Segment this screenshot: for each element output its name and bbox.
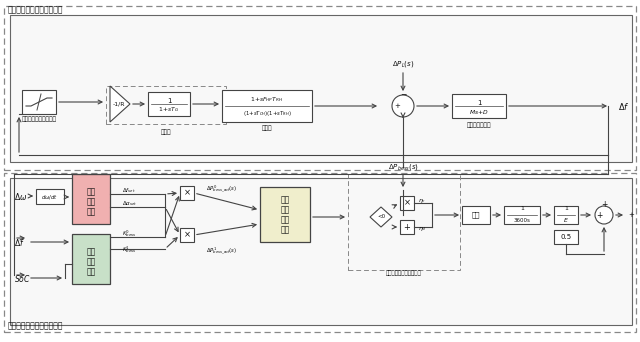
Text: 储能: 储能 (280, 196, 290, 205)
Bar (554, 230, 578, 244)
Text: $\times$: $\times$ (183, 230, 191, 240)
Bar (180, 228, 194, 242)
Text: $d\omega/dt$: $d\omega/dt$ (42, 193, 58, 201)
Text: 调速器: 调速器 (161, 129, 172, 135)
Text: <0: <0 (377, 214, 385, 220)
Text: +: + (596, 210, 602, 220)
Bar (72, 234, 110, 284)
Bar (554, 206, 578, 224)
Text: -1/R: -1/R (113, 102, 125, 106)
Text: 约束: 约束 (86, 267, 95, 276)
Text: 汽轮机: 汽轮机 (262, 125, 272, 131)
Bar (36, 189, 64, 204)
Text: −: − (400, 90, 406, 99)
Text: $1\!+\!sT_G$: $1\!+\!sT_G$ (159, 106, 179, 115)
Bar (400, 196, 414, 210)
Text: +: + (628, 212, 634, 218)
Text: $K^1_{bess}$: $K^1_{bess}$ (122, 245, 136, 255)
Text: 储能: 储能 (86, 187, 95, 197)
Text: 出力: 出力 (86, 258, 95, 266)
Text: $SoC$: $SoC$ (14, 273, 31, 284)
Polygon shape (110, 86, 130, 122)
Text: 1: 1 (564, 207, 568, 211)
Text: $\Delta f$: $\Delta f$ (618, 101, 630, 111)
Text: 0.5: 0.5 (561, 234, 572, 240)
Text: 控制: 控制 (280, 206, 290, 214)
Text: $K^0_{bess}$: $K^0_{bess}$ (122, 228, 136, 239)
Text: $1\!+\!sF_{HP}T_{RH}$: $1\!+\!sF_{HP}T_{RH}$ (250, 95, 284, 104)
Text: 转子惯性及负荷: 转子惯性及负荷 (467, 122, 492, 128)
Text: 死区: 死区 (86, 208, 95, 216)
Text: $\Delta\alpha_{set}$: $\Delta\alpha_{set}$ (122, 199, 138, 209)
Circle shape (595, 206, 613, 224)
Text: $+$: $+$ (403, 222, 411, 232)
Text: $\Delta\omega$: $\Delta\omega$ (14, 190, 28, 201)
Bar (504, 206, 540, 224)
Polygon shape (370, 207, 392, 227)
Text: $\Delta P_L(s)$: $\Delta P_L(s)$ (392, 59, 414, 69)
Text: 人工: 人工 (86, 197, 95, 207)
Text: $\Delta f_{set}$: $\Delta f_{set}$ (122, 186, 136, 195)
Text: $\eta_d$: $\eta_d$ (418, 225, 427, 233)
Bar (400, 220, 414, 234)
Bar (72, 174, 110, 224)
Bar (4, 6, 636, 170)
Text: $Ms\!+\!D$: $Ms\!+\!D$ (469, 108, 489, 116)
Text: 1: 1 (477, 100, 481, 106)
Circle shape (392, 95, 414, 117)
Bar (462, 206, 490, 224)
Bar (4, 173, 636, 332)
Bar (222, 90, 312, 122)
Text: +: + (601, 200, 607, 209)
Text: 传统机组一次调频死区: 传统机组一次调频死区 (22, 116, 56, 122)
Bar (148, 92, 190, 116)
Text: $\eta_c$: $\eta_c$ (418, 197, 426, 205)
Text: $\times$: $\times$ (183, 188, 191, 198)
Bar (22, 90, 56, 114)
Text: $\Delta P_{bess}(s)$: $\Delta P_{bess}(s)$ (387, 162, 419, 172)
Bar (180, 186, 194, 200)
Text: $E$: $E$ (563, 216, 569, 224)
Text: +: + (394, 103, 400, 109)
Text: 传统机组参与电网一次调频: 传统机组参与电网一次调频 (8, 5, 63, 14)
Bar (106, 86, 226, 124)
Text: $\times$: $\times$ (403, 198, 411, 208)
Text: 储能电池辅助电网一次调频: 储能电池辅助电网一次调频 (8, 321, 63, 330)
Bar (10, 15, 632, 162)
Text: 模式: 模式 (280, 215, 290, 224)
Text: $\Delta f$: $\Delta f$ (14, 237, 25, 248)
Text: 1: 1 (520, 207, 524, 211)
Text: 1: 1 (167, 98, 172, 104)
Text: $\Delta P^1_{bess\_acf}(s)$: $\Delta P^1_{bess\_acf}(s)$ (206, 246, 237, 256)
Text: 选择: 选择 (280, 225, 290, 235)
Bar (10, 178, 632, 325)
Text: $(1\!+\!sT_{CH})(1\!+\!sT_{RH})$: $(1\!+\!sT_{CH})(1\!+\!sT_{RH})$ (243, 108, 291, 118)
Text: 储能电池充放电效率模型: 储能电池充放电效率模型 (386, 270, 422, 276)
Text: 限幅: 限幅 (472, 212, 480, 218)
Text: $\Delta P^0_{bess\_acf}(s)$: $\Delta P^0_{bess\_acf}(s)$ (206, 184, 237, 194)
Bar (260, 187, 310, 242)
Text: 3600s: 3600s (513, 218, 531, 223)
Text: 储能: 储能 (86, 248, 95, 256)
Bar (452, 94, 506, 118)
Bar (348, 174, 460, 270)
